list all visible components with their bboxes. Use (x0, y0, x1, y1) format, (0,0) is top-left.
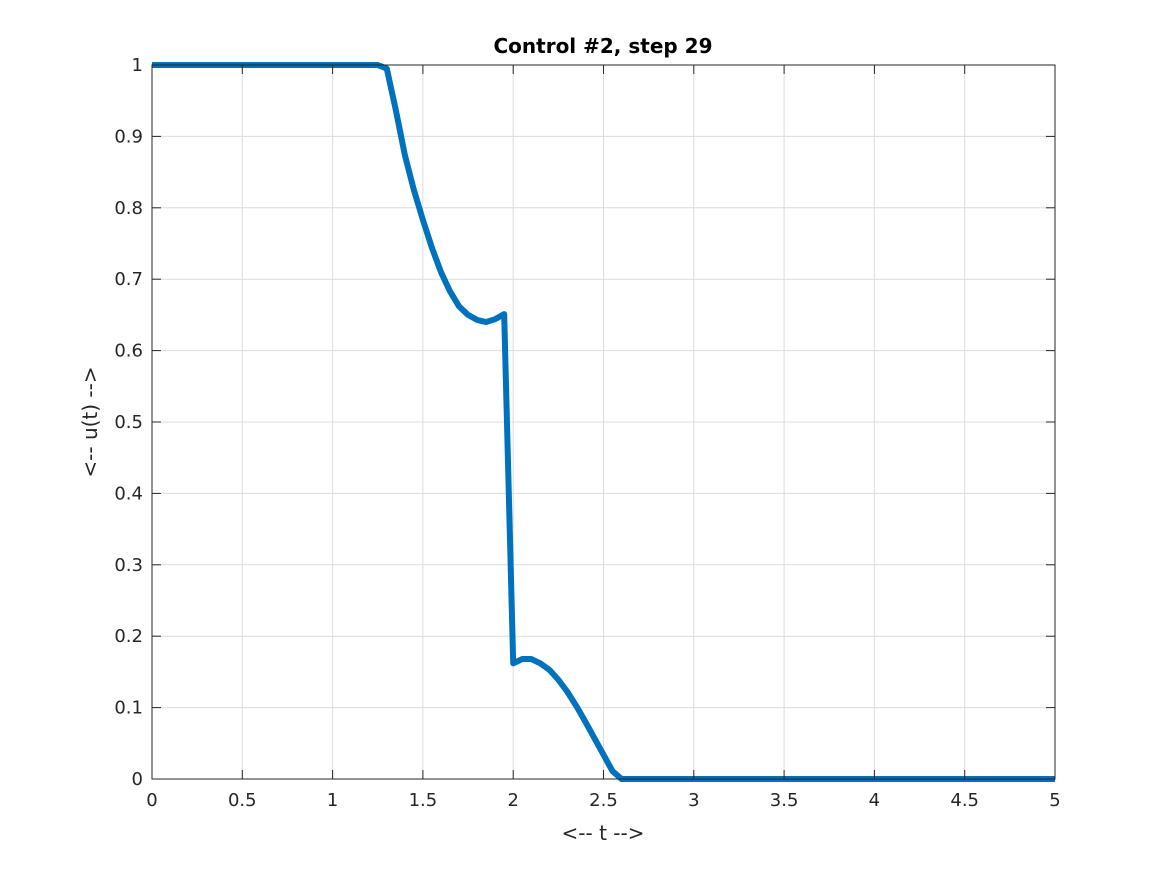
y-tick-label: 0.8 (114, 198, 143, 219)
y-tick-label: 0.4 (114, 483, 143, 504)
y-tick-label: 0.1 (114, 698, 143, 719)
y-tick-label: 0.5 (114, 412, 143, 433)
y-tick-label: 0.3 (114, 555, 143, 576)
y-tick-label: 1 (132, 55, 143, 76)
x-tick-label: 4.5 (950, 790, 979, 811)
y-tick-label: 0.2 (114, 626, 143, 647)
x-tick-label: 2.5 (589, 790, 618, 811)
y-tick-label: 0.9 (114, 126, 143, 147)
series-line (152, 62, 1055, 782)
x-tick-label: 0.5 (228, 790, 257, 811)
series-group (152, 62, 1055, 782)
x-axis-label: <-- t --> (562, 821, 645, 845)
y-tick-label: 0.7 (114, 269, 143, 290)
y-axis-label: <-- u(t) --> (78, 366, 102, 477)
x-tick-label: 3.5 (770, 790, 799, 811)
x-tick-label: 3 (688, 790, 699, 811)
x-tick-label: 5 (1049, 790, 1060, 811)
chart-title: Control #2, step 29 (493, 34, 712, 58)
grid (151, 64, 1056, 780)
x-tick-label: 4 (869, 790, 880, 811)
x-tick-label: 1.5 (409, 790, 438, 811)
x-tick-label: 0 (146, 790, 157, 811)
x-tick-label: 1 (327, 790, 338, 811)
y-tick-label: 0 (132, 769, 143, 790)
x-tick-label: 2 (507, 790, 518, 811)
ticks: 0 0.5 1 1.5 2 2.5 3 3.5 4 4.5 5 0 0.1 0.2 0.3 0.4 0.5 0.6… (114, 55, 1060, 811)
y-tick-label: 0.6 (114, 341, 143, 362)
